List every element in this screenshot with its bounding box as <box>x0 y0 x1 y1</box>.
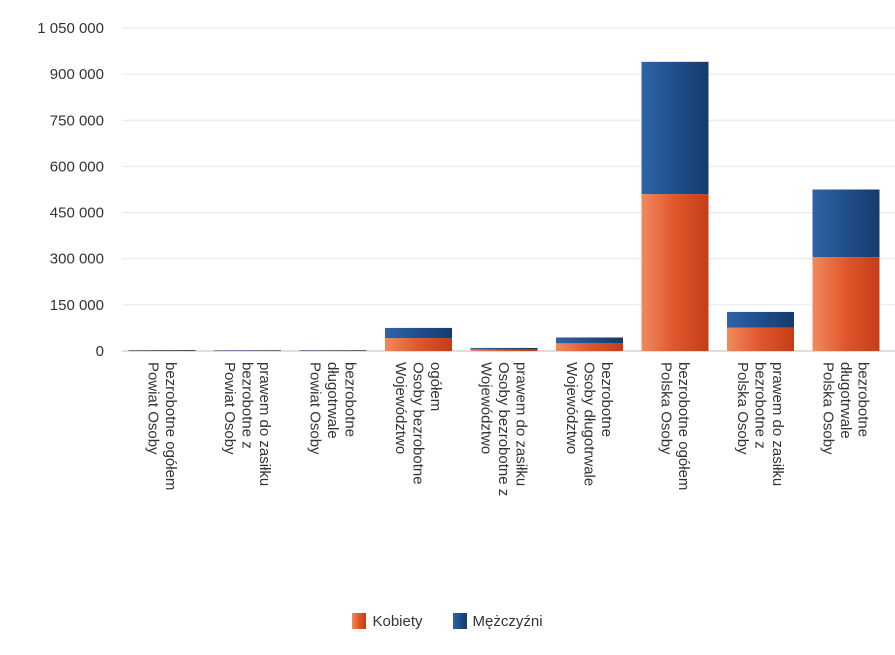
bar-mezczyzni[interactable] <box>556 337 623 344</box>
legend-swatch-kobiety <box>352 613 367 629</box>
legend-label-kobiety: Kobiety <box>372 612 423 630</box>
x-category-label: Powiat Osoby długotrwale bezrobotne <box>307 362 359 455</box>
x-category-label-line: długotrwale <box>324 362 341 439</box>
x-category-label-line: Polska Osoby <box>734 362 751 455</box>
x-category-label-line: długotrwale <box>837 362 854 439</box>
y-tick-label: 300 000 <box>50 251 104 268</box>
x-category-label: Województwo Osoby długotrwale bezrobotne <box>563 362 615 486</box>
bar-mezczyzni[interactable] <box>214 350 281 351</box>
y-tick-label: 900 000 <box>50 66 104 83</box>
legend: Kobiety Mężczyźni <box>0 606 895 636</box>
legend-item-mezczyzni[interactable]: Mężczyźni <box>452 612 543 630</box>
bar-kobiety[interactable] <box>470 349 538 351</box>
x-category-label-line: Osoby bezrobotne <box>410 362 427 485</box>
x-category-label-line: bezrobotne ogółem <box>675 362 692 490</box>
y-tick-label: 750 000 <box>50 112 104 129</box>
bar-mezczyzni[interactable] <box>470 347 538 350</box>
x-category-label-line: Województwo <box>392 362 409 454</box>
x-category-label-line: prawem do zasiłku <box>513 362 530 486</box>
x-category-label: Powiat Osoby bezrobotne ogółem <box>144 362 179 490</box>
x-category-label-line: Osoby długotrwale <box>581 362 598 486</box>
bar-mezczyzni[interactable] <box>812 189 880 258</box>
x-category-label: Województwo Osoby bezrobotne z prawem do z… <box>478 362 530 496</box>
x-category-label-line: prawem do zasiłku <box>769 362 786 486</box>
x-category-label-line: prawem do zasiłku <box>256 362 273 486</box>
x-category-label-line: bezrobotne z <box>239 362 256 449</box>
x-category-label-line: Osoby bezrobotne z <box>495 362 512 496</box>
x-category-label-line: Polska Osoby <box>820 362 837 455</box>
bar-mezczyzni[interactable] <box>128 350 196 351</box>
x-category-label: Polska Osoby długotrwale bezrobotne <box>820 362 872 455</box>
y-tick-label: 150 000 <box>50 297 104 314</box>
legend-swatch-mezczyzni <box>452 613 467 629</box>
x-category-label: Polska Osoby bezrobotne z prawem do zasiłk… <box>734 362 786 486</box>
x-category-label-line: Województwo <box>563 362 580 454</box>
y-tick-label: 1 050 000 <box>37 20 104 37</box>
x-category-label: Województwo Osoby bezrobotne ogółem <box>392 362 444 485</box>
x-category-label-line: Powiat Osoby <box>221 362 238 455</box>
bar-kobiety[interactable] <box>727 327 794 351</box>
y-tick-label: 0 <box>96 343 104 360</box>
bar-mezczyzni[interactable] <box>385 327 452 339</box>
y-tick-label: 600 000 <box>50 158 104 175</box>
x-category-label-line: Województwo <box>478 362 495 454</box>
x-category-label: Polska Osoby bezrobotne ogółem <box>657 362 692 490</box>
x-category-label-line: ogółem <box>427 362 444 411</box>
legend-label-mezczyzni: Mężczyźni <box>472 612 543 630</box>
bar-kobiety[interactable] <box>128 350 196 351</box>
y-axis: 0 150 000 300 000 450 000 600 000 750 000 900 … <box>37 20 104 360</box>
x-category-label-line: bezrobotne <box>855 362 872 437</box>
x-category-label-line: bezrobotne <box>342 362 359 437</box>
x-category-label-line: bezrobotne z <box>752 362 769 449</box>
x-category-label-line: Polska Osoby <box>657 362 674 455</box>
x-category-label: Powiat Osoby bezrobotne z prawem do zasiłk… <box>221 362 273 486</box>
bar-mezczyzni[interactable] <box>299 350 367 351</box>
bar-kobiety[interactable] <box>385 338 452 351</box>
x-category-label-line: Powiat Osoby <box>144 362 161 455</box>
bar-kobiety[interactable] <box>641 194 709 351</box>
x-category-label-line: bezrobotne ogółem <box>162 362 179 490</box>
legend-item-kobiety[interactable]: Kobiety <box>352 612 423 630</box>
x-axis: Powiat Osoby bezrobotne ogółem Powiat Osob… <box>144 362 871 496</box>
grid-lines <box>122 27 895 352</box>
x-category-label-line: Powiat Osoby <box>307 362 324 455</box>
bars <box>128 61 880 351</box>
y-tick-label: 450 000 <box>50 205 104 222</box>
bar-mezczyzni[interactable] <box>727 311 794 328</box>
bar-mezczyzni[interactable] <box>641 61 709 195</box>
bar-kobiety[interactable] <box>812 257 880 351</box>
x-category-label-line: bezrobotne <box>598 362 615 437</box>
bar-kobiety[interactable] <box>556 343 623 351</box>
